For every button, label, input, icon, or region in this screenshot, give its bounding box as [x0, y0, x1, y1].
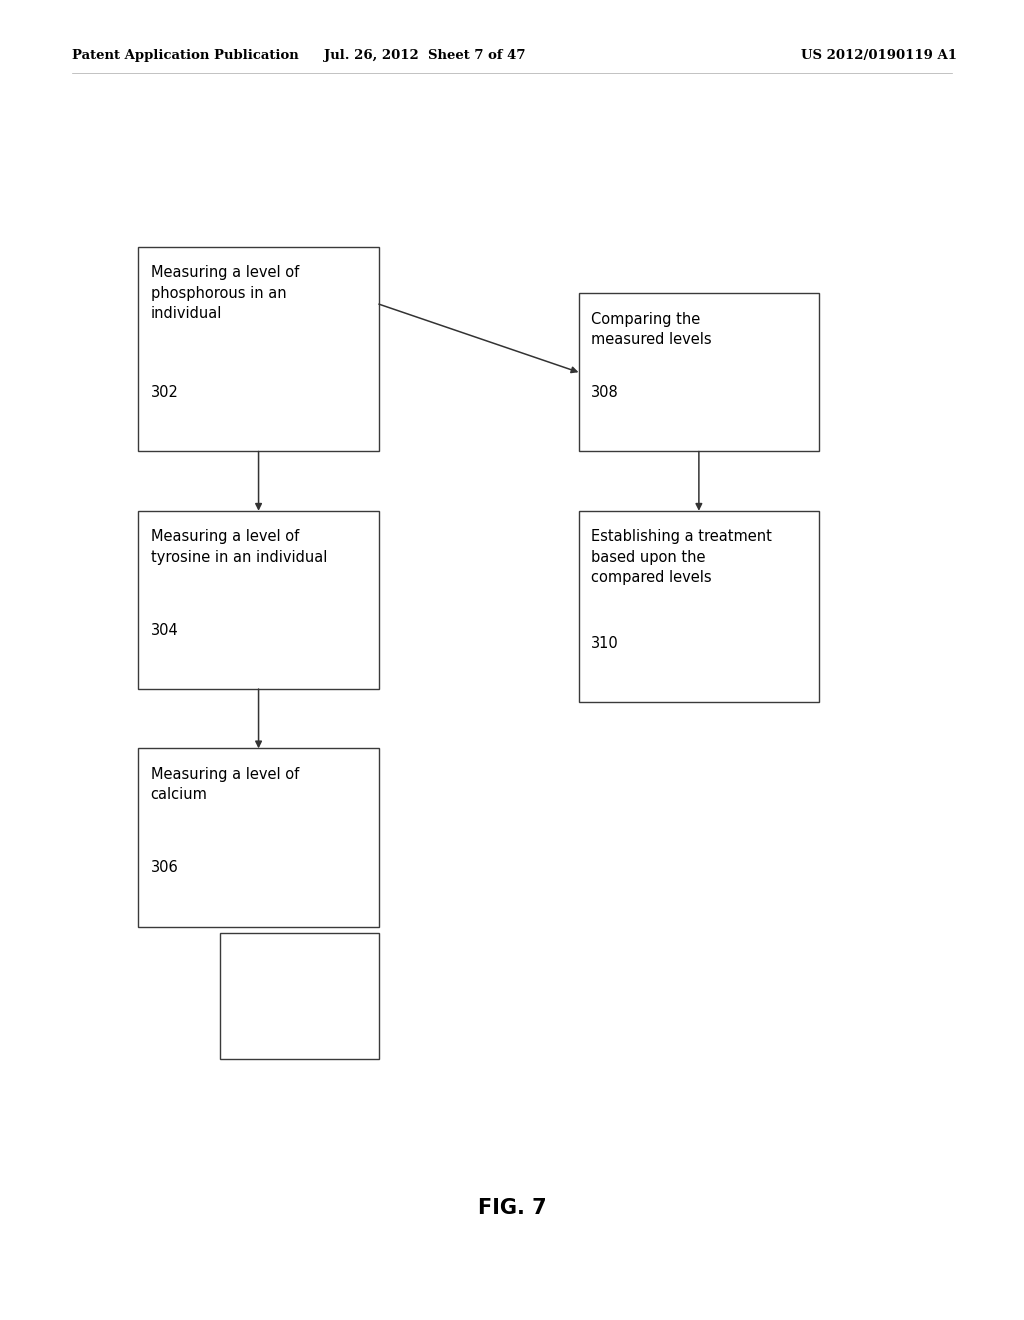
Text: Comparing the
measured levels: Comparing the measured levels — [591, 312, 712, 347]
Bar — [138, 511, 379, 689]
Text: Patent Application Publication: Patent Application Publication — [72, 49, 298, 62]
Text: Measuring a level of
tyrosine in an individual: Measuring a level of tyrosine in an indi… — [151, 529, 327, 565]
Text: US 2012/0190119 A1: US 2012/0190119 A1 — [802, 49, 957, 62]
Text: FIG. 7: FIG. 7 — [477, 1197, 547, 1218]
Text: Measuring a level of
phosphorous in an
individual: Measuring a level of phosphorous in an i… — [151, 265, 299, 321]
Text: 310: 310 — [591, 636, 618, 651]
Text: Measuring a level of
calcium: Measuring a level of calcium — [151, 767, 299, 803]
Bar — [579, 293, 819, 451]
Bar — [579, 511, 819, 702]
Bar — [138, 247, 379, 451]
Text: Jul. 26, 2012  Sheet 7 of 47: Jul. 26, 2012 Sheet 7 of 47 — [325, 49, 525, 62]
Text: 302: 302 — [151, 385, 178, 400]
Bar — [220, 933, 379, 1059]
Text: 308: 308 — [591, 385, 618, 400]
Text: 304: 304 — [151, 623, 178, 638]
Bar — [138, 748, 379, 927]
Text: 306: 306 — [151, 861, 178, 875]
Text: Establishing a treatment
based upon the
compared levels: Establishing a treatment based upon the … — [591, 529, 772, 585]
